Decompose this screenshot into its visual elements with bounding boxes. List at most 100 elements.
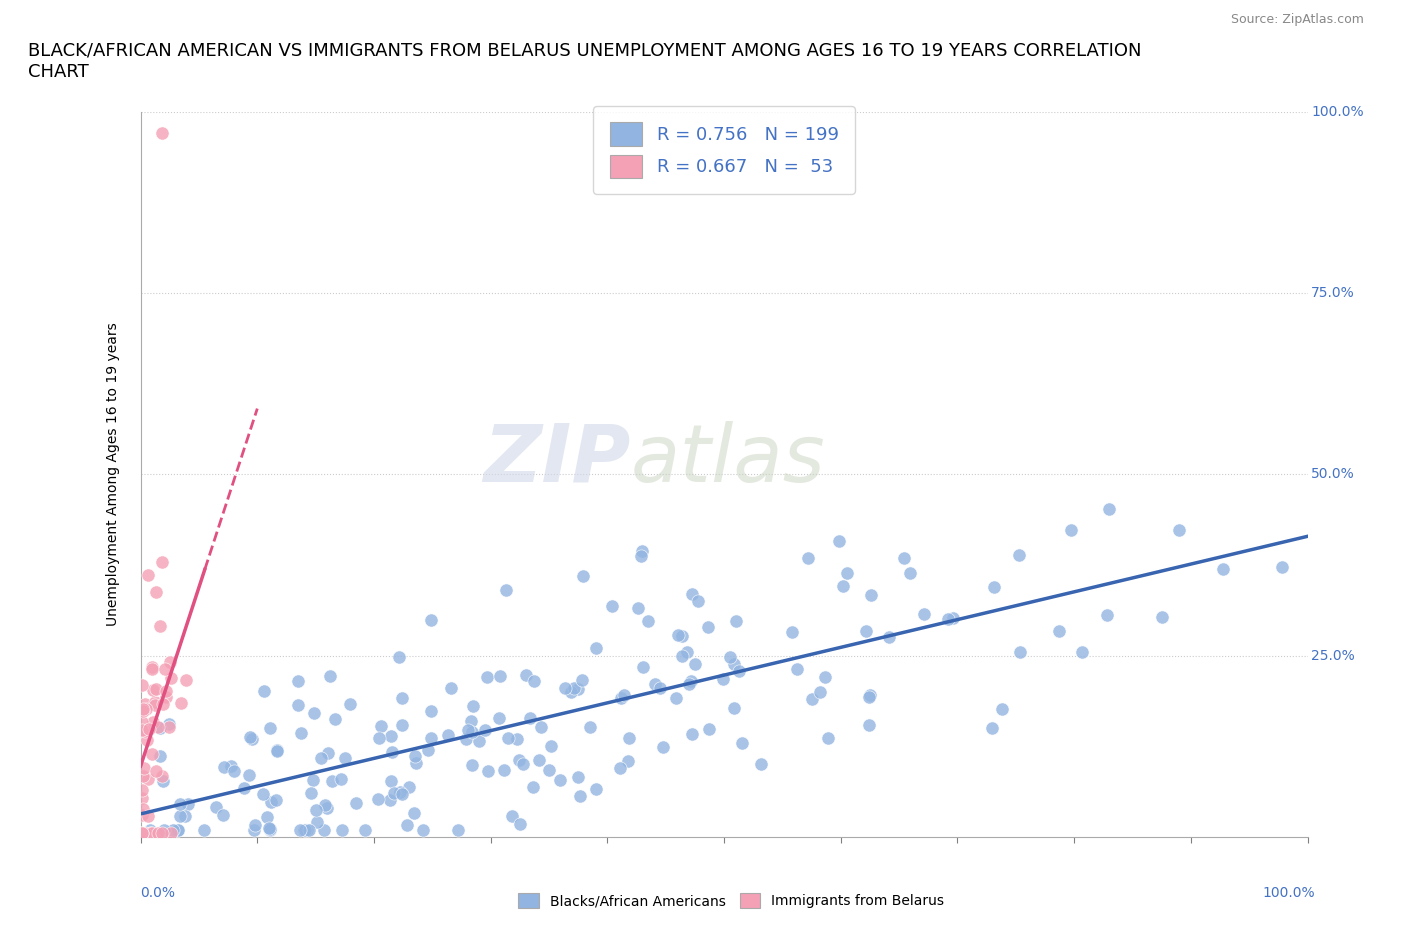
Point	[1047, 624, 1070, 639]
Point	[877, 630, 900, 644]
Point	[644, 677, 666, 692]
Point	[297, 822, 319, 837]
Point	[612, 687, 634, 702]
Point	[224, 764, 246, 778]
Point	[299, 786, 322, 801]
Point	[167, 822, 190, 837]
Text: Source: ZipAtlas.com: Source: ZipAtlas.com	[1230, 13, 1364, 26]
Text: 100.0%: 100.0%	[1263, 886, 1315, 900]
Point	[193, 822, 215, 837]
Point	[835, 565, 858, 580]
Point	[314, 797, 336, 812]
Point	[242, 822, 264, 837]
Point	[828, 534, 851, 549]
Point	[131, 723, 153, 737]
Text: 100.0%: 100.0%	[1310, 104, 1364, 119]
Point	[860, 588, 883, 603]
Point	[287, 698, 309, 712]
Point	[177, 797, 200, 812]
Point	[991, 702, 1014, 717]
Point	[475, 670, 498, 684]
Point	[132, 760, 155, 775]
Point	[162, 822, 184, 837]
Point	[335, 751, 357, 765]
Point	[155, 684, 177, 698]
Point	[800, 692, 823, 707]
Point	[141, 826, 163, 841]
Point	[675, 645, 697, 660]
Point	[260, 795, 283, 810]
Point	[139, 822, 162, 837]
Point	[131, 677, 153, 692]
Point	[509, 817, 531, 831]
Point	[266, 742, 288, 757]
Point	[679, 673, 702, 688]
Point	[167, 822, 190, 837]
Point	[697, 722, 720, 737]
Point	[212, 808, 235, 823]
Point	[718, 649, 741, 664]
Point	[898, 565, 921, 580]
Point	[135, 701, 157, 716]
Point	[141, 747, 163, 762]
Point	[560, 684, 582, 699]
Point	[527, 752, 550, 767]
Point	[571, 568, 593, 583]
Point	[651, 740, 673, 755]
Point	[817, 731, 839, 746]
Point	[148, 720, 170, 735]
Point	[388, 650, 411, 665]
Point	[380, 728, 402, 743]
Point	[134, 697, 156, 711]
Point	[139, 826, 162, 841]
Point	[983, 579, 1005, 594]
Point	[391, 691, 413, 706]
Point	[380, 792, 402, 807]
Point	[548, 773, 571, 788]
Text: BLACK/AFRICAN AMERICAN VS IMMIGRANTS FROM BELARUS UNEMPLOYMENT AMONG AGES 16 TO : BLACK/AFRICAN AMERICAN VS IMMIGRANTS FRO…	[28, 42, 1142, 81]
Text: 75.0%: 75.0%	[1310, 286, 1355, 300]
Point	[266, 743, 288, 758]
Point	[627, 601, 650, 616]
Point	[149, 721, 172, 736]
Point	[301, 773, 323, 788]
Point	[141, 661, 163, 676]
Point	[495, 582, 517, 597]
Point	[155, 690, 177, 705]
Point	[609, 760, 631, 775]
Point	[981, 721, 1004, 736]
Point	[936, 611, 959, 626]
Point	[152, 774, 174, 789]
Point	[631, 544, 654, 559]
Point	[290, 725, 312, 740]
Point	[395, 817, 418, 832]
Point	[259, 720, 281, 735]
Point	[858, 689, 880, 704]
Point	[319, 669, 342, 684]
Point	[617, 730, 640, 745]
Point	[814, 670, 837, 684]
Point	[474, 723, 496, 737]
Point	[630, 549, 652, 564]
Text: ZIP: ZIP	[484, 420, 631, 498]
Point	[134, 826, 156, 841]
Point	[713, 671, 735, 686]
Point	[155, 661, 177, 676]
Text: atlas: atlas	[631, 420, 825, 498]
Point	[240, 732, 263, 747]
Point	[1212, 562, 1234, 577]
Point	[136, 567, 159, 582]
Point	[508, 752, 530, 767]
Point	[617, 753, 640, 768]
Point	[131, 702, 153, 717]
Point	[132, 826, 155, 841]
Point	[1008, 548, 1031, 563]
Point	[855, 623, 877, 638]
Point	[257, 821, 280, 836]
Point	[339, 697, 361, 711]
Point	[370, 719, 392, 734]
Point	[380, 774, 402, 789]
Point	[723, 657, 745, 671]
Point	[132, 703, 155, 718]
Point	[530, 719, 553, 734]
